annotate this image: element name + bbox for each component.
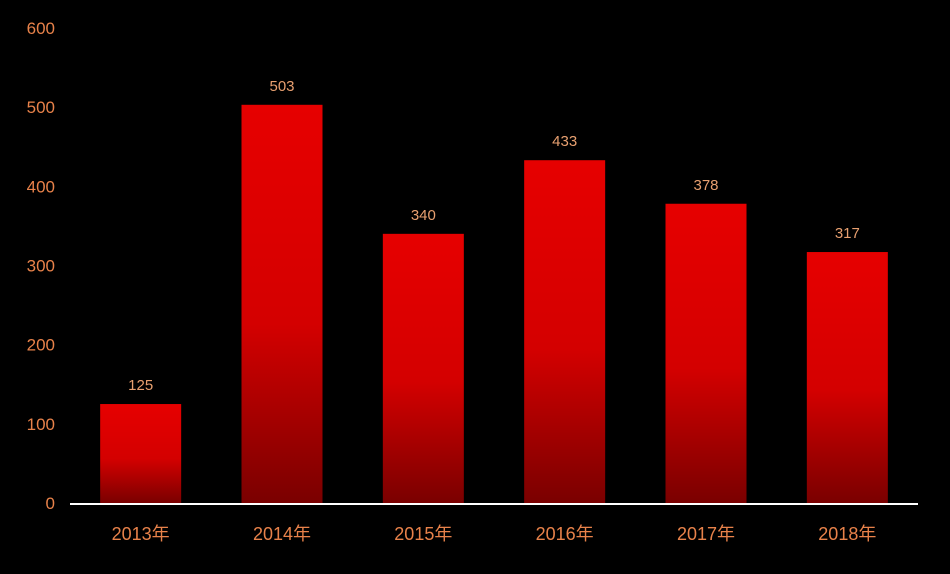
y-tick-label: 300	[27, 257, 55, 276]
y-tick-label: 400	[27, 177, 55, 196]
y-tick-label: 200	[27, 336, 55, 355]
data-label: 340	[411, 207, 436, 224]
data-labels: 125 503 340 433 378 317	[128, 78, 860, 394]
data-label: 433	[552, 133, 577, 150]
x-tick-label: 2013年	[112, 524, 170, 544]
x-tick-label: 2017年	[677, 524, 735, 544]
y-tick-label: 100	[27, 415, 55, 434]
data-label: 503	[269, 78, 294, 95]
data-label: 317	[835, 225, 860, 242]
bar	[524, 160, 606, 504]
x-tick-label: 2016年	[536, 524, 594, 544]
x-tick-label: 2018年	[818, 524, 876, 544]
y-axis: 0 100 200 300 400 500 600	[27, 19, 55, 513]
data-label: 125	[128, 377, 153, 394]
y-tick-label: 500	[27, 98, 55, 117]
x-tick-label: 2015年	[394, 524, 452, 544]
x-tick-label: 2014年	[253, 524, 311, 544]
data-label: 378	[693, 177, 718, 194]
bar	[382, 233, 464, 504]
bar	[241, 104, 323, 504]
bar	[100, 404, 182, 503]
y-tick-label: 0	[46, 494, 55, 513]
x-axis: 2013年 2014年 2015年 2016年 2017年 2018年	[70, 503, 918, 544]
bar	[665, 203, 747, 503]
y-tick-label: 600	[27, 19, 55, 38]
bar	[806, 252, 888, 503]
bars	[100, 104, 888, 504]
